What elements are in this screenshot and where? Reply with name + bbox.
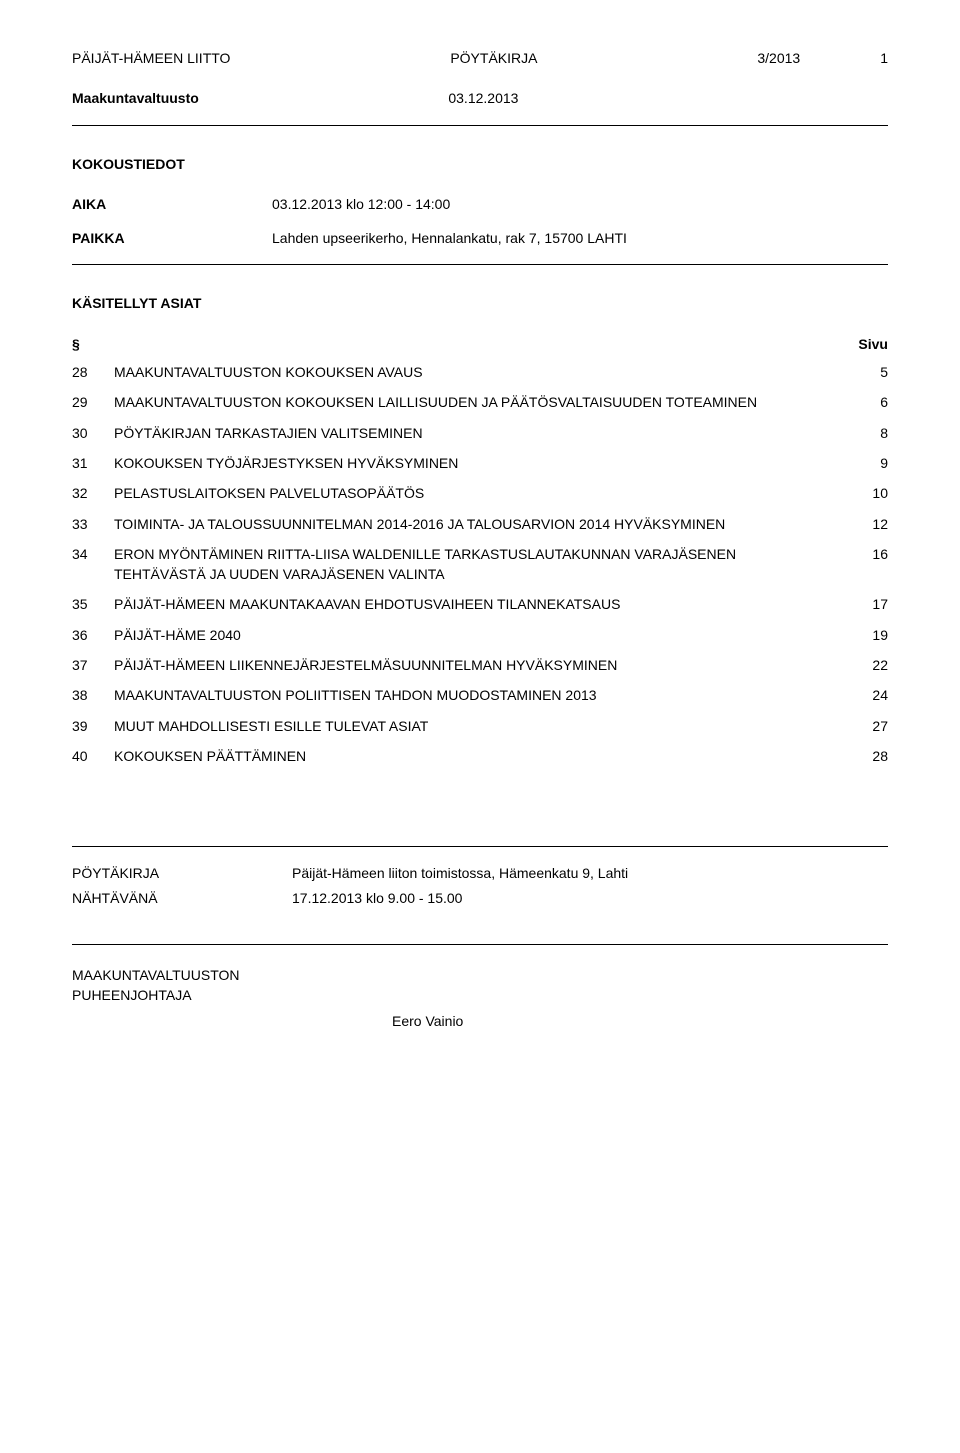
agenda-title: KÄSITELLYT ASIAT bbox=[72, 293, 888, 313]
signer-name: Eero Vainio bbox=[72, 1011, 888, 1031]
meeting-info: KOKOUSTIEDOT AIKA 03.12.2013 klo 12:00 -… bbox=[72, 154, 888, 249]
agenda-item-title: PÄIJÄT-HÄMEEN MAAKUNTAKAAVAN EHDOTUSVAIH… bbox=[114, 594, 838, 614]
agenda-item-title: PELASTUSLAITOKSEN PALVELUTASOPÄÄTÖS bbox=[114, 483, 838, 503]
agenda-item-title: KOKOUKSEN TYÖJÄRJESTYKSEN HYVÄKSYMINEN bbox=[114, 453, 838, 473]
place-label: PAIKKA bbox=[72, 228, 272, 248]
agenda-item-number: 39 bbox=[72, 716, 114, 736]
page-column-header: Sivu bbox=[114, 334, 888, 354]
agenda-item-page: 27 bbox=[838, 716, 888, 736]
agenda-item-title: MAAKUNTAVALTUUSTON KOKOUKSEN AVAUS bbox=[114, 362, 838, 382]
signer-title-line2: PUHEENJOHTAJA bbox=[72, 985, 888, 1005]
agenda-item-number: 29 bbox=[72, 392, 114, 412]
agenda-item-number: 38 bbox=[72, 685, 114, 705]
agenda-item: 36PÄIJÄT-HÄME 204019 bbox=[72, 625, 888, 645]
header-page-number: 1 bbox=[880, 48, 888, 68]
agenda-item: 29MAAKUNTAVALTUUSTON KOKOUKSEN LAILLISUU… bbox=[72, 392, 888, 412]
agenda-item-title: PÄIJÄT-HÄMEEN LIIKENNEJÄRJESTELMÄSUUNNIT… bbox=[114, 655, 838, 675]
agenda-item-number: 32 bbox=[72, 483, 114, 503]
agenda-item-title: ERON MYÖNTÄMINEN RIITTA-LIISA WALDENILLE… bbox=[114, 544, 838, 585]
agenda-item-title: KOKOUKSEN PÄÄTTÄMINEN bbox=[114, 746, 838, 766]
time-value: 03.12.2013 klo 12:00 - 14:00 bbox=[272, 194, 888, 214]
time-label: AIKA bbox=[72, 194, 272, 214]
header-date: 03.12.2013 bbox=[199, 88, 768, 108]
agenda-list: 28MAAKUNTAVALTUUSTON KOKOUKSEN AVAUS529M… bbox=[72, 362, 888, 766]
minutes-location: Päijät-Hämeen liiton toimistossa, Hämeen… bbox=[292, 863, 888, 883]
minutes-label: PÖYTÄKIRJA bbox=[72, 863, 292, 883]
divider bbox=[72, 264, 888, 265]
agenda-item-number: 33 bbox=[72, 514, 114, 534]
agenda-item-page: 17 bbox=[838, 594, 888, 614]
agenda-item: 33TOIMINTA- JA TALOUSSUUNNITELMAN 2014-2… bbox=[72, 514, 888, 534]
signer-block: MAAKUNTAVALTUUSTON PUHEENJOHTAJA Eero Va… bbox=[72, 965, 888, 1032]
agenda-item-page: 24 bbox=[838, 685, 888, 705]
agenda-item-number: 37 bbox=[72, 655, 114, 675]
agenda-item-page: 10 bbox=[838, 483, 888, 503]
agenda-item-number: 30 bbox=[72, 423, 114, 443]
agenda-item-title: TOIMINTA- JA TALOUSSUUNNITELMAN 2014-201… bbox=[114, 514, 838, 534]
agenda-item-number: 28 bbox=[72, 362, 114, 382]
agenda-item-page: 16 bbox=[838, 544, 888, 564]
agenda-item-page: 6 bbox=[838, 392, 888, 412]
agenda-item: 39MUUT MAHDOLLISESTI ESILLE TULEVAT ASIA… bbox=[72, 716, 888, 736]
agenda-item: 38MAAKUNTAVALTUUSTON POLIITTISEN TAHDON … bbox=[72, 685, 888, 705]
footer-block: PÖYTÄKIRJA Päijät-Hämeen liiton toimisto… bbox=[72, 863, 888, 1031]
agenda-item-page: 22 bbox=[838, 655, 888, 675]
agenda-item-page: 9 bbox=[838, 453, 888, 473]
agenda-item: 28MAAKUNTAVALTUUSTON KOKOUKSEN AVAUS5 bbox=[72, 362, 888, 382]
agenda-item-number: 34 bbox=[72, 544, 114, 564]
agenda-item-page: 19 bbox=[838, 625, 888, 645]
agenda-item-page: 8 bbox=[838, 423, 888, 443]
agenda-item-number: 40 bbox=[72, 746, 114, 766]
signer-title-line1: MAAKUNTAVALTUUSTON bbox=[72, 965, 888, 985]
header-org: PÄIJÄT-HÄMEEN LIITTO bbox=[72, 48, 230, 68]
header-doc-type: PÖYTÄKIRJA bbox=[230, 48, 757, 68]
divider bbox=[72, 125, 888, 126]
agenda-item: 32PELASTUSLAITOKSEN PALVELUTASOPÄÄTÖS10 bbox=[72, 483, 888, 503]
agenda-item: 35PÄIJÄT-HÄMEEN MAAKUNTAKAAVAN EHDOTUSVA… bbox=[72, 594, 888, 614]
agenda-item: 40KOKOUKSEN PÄÄTTÄMINEN28 bbox=[72, 746, 888, 766]
agenda-item-number: 35 bbox=[72, 594, 114, 614]
agenda-item-title: MAAKUNTAVALTUUSTON POLIITTISEN TAHDON MU… bbox=[114, 685, 838, 705]
agenda-item: 31KOKOUKSEN TYÖJÄRJESTYKSEN HYVÄKSYMINEN… bbox=[72, 453, 888, 473]
divider bbox=[72, 944, 888, 945]
agenda-item-page: 28 bbox=[838, 746, 888, 766]
agenda-header-row: § Sivu bbox=[72, 334, 888, 354]
agenda-item-number: 36 bbox=[72, 625, 114, 645]
section-symbol: § bbox=[72, 334, 114, 354]
agenda-item-page: 5 bbox=[838, 362, 888, 382]
divider bbox=[72, 846, 888, 847]
agenda-item: 30PÖYTÄKIRJAN TARKASTAJIEN VALITSEMINEN8 bbox=[72, 423, 888, 443]
agenda-item-title: PÖYTÄKIRJAN TARKASTAJIEN VALITSEMINEN bbox=[114, 423, 838, 443]
agenda-item-title: MUUT MAHDOLLISESTI ESILLE TULEVAT ASIAT bbox=[114, 716, 838, 736]
agenda-item-number: 31 bbox=[72, 453, 114, 473]
document-header: PÄIJÄT-HÄMEEN LIITTO PÖYTÄKIRJA 3/2013 1… bbox=[72, 48, 888, 109]
agenda-item-title: MAAKUNTAVALTUUSTON KOKOUKSEN LAILLISUUDE… bbox=[114, 392, 838, 412]
agenda-item: 37PÄIJÄT-HÄMEEN LIIKENNEJÄRJESTELMÄSUUNN… bbox=[72, 655, 888, 675]
place-value: Lahden upseerikerho, Hennalankatu, rak 7… bbox=[272, 228, 888, 248]
agenda-item-title: PÄIJÄT-HÄME 2040 bbox=[114, 625, 838, 645]
agenda-item-page: 12 bbox=[838, 514, 888, 534]
agenda-item: 34ERON MYÖNTÄMINEN RIITTA-LIISA WALDENIL… bbox=[72, 544, 888, 585]
meeting-info-title: KOKOUSTIEDOT bbox=[72, 154, 888, 174]
display-label: NÄHTÄVÄNÄ bbox=[72, 888, 292, 908]
header-body-name: Maakuntavaltuusto bbox=[72, 88, 199, 108]
display-time: 17.12.2013 klo 9.00 - 15.00 bbox=[292, 888, 888, 908]
header-meeting-number: 3/2013 bbox=[757, 48, 800, 68]
